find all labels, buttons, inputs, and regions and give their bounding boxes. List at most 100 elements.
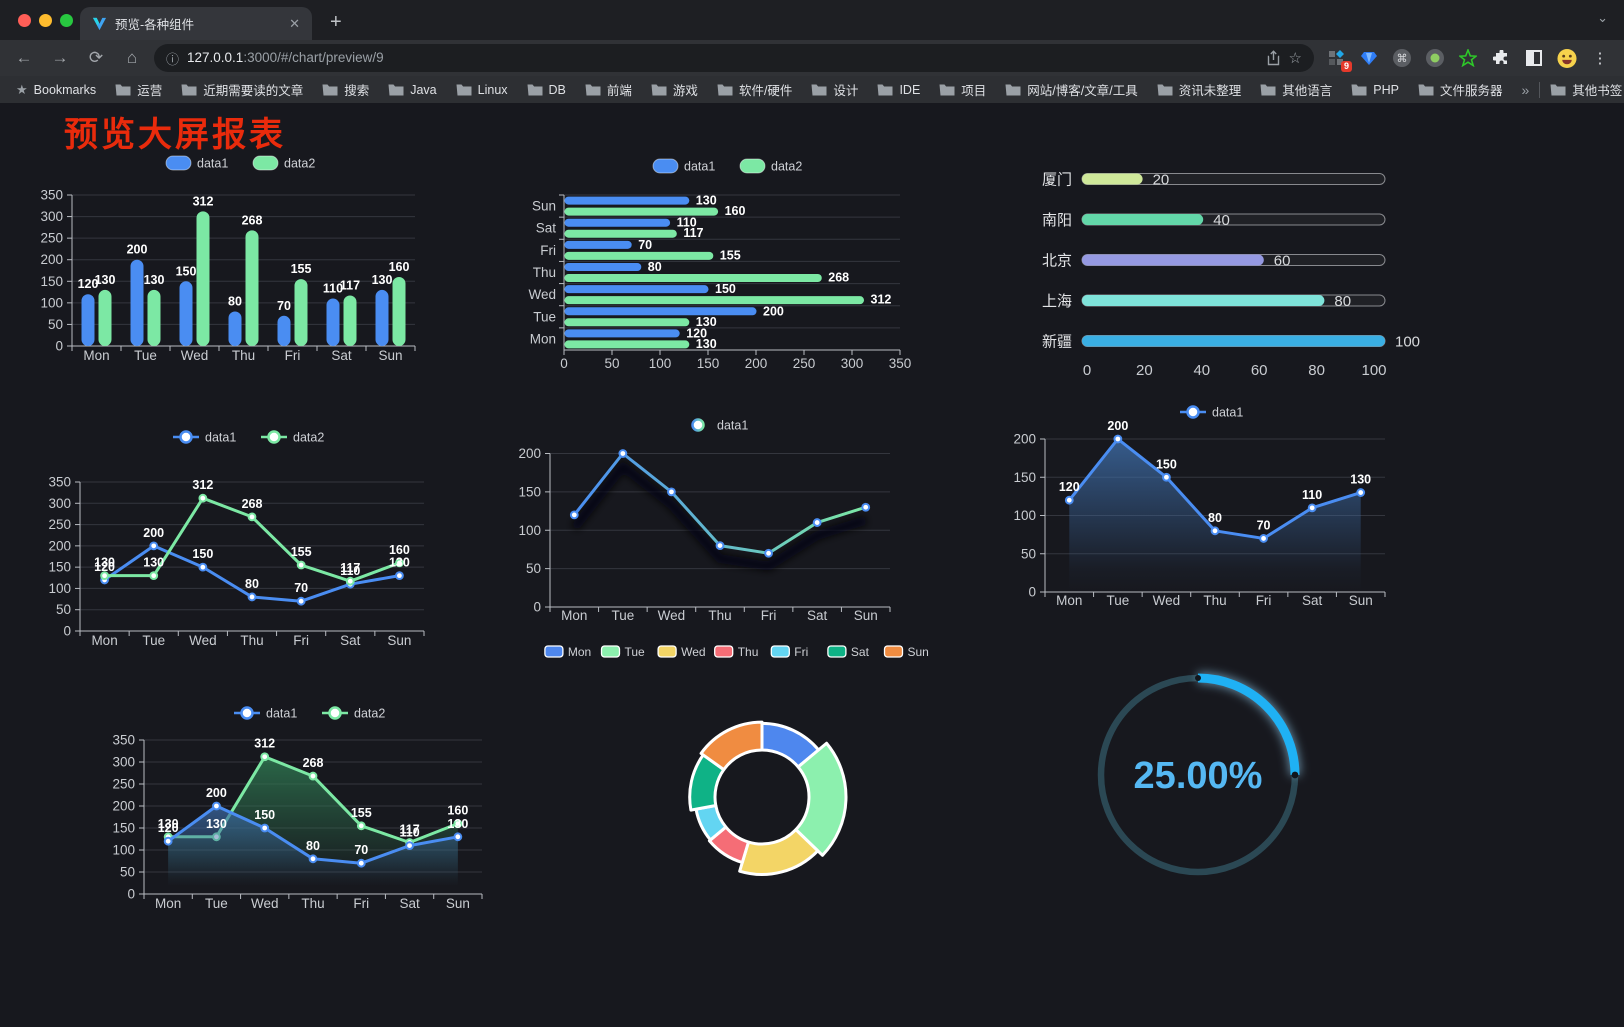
- svg-text:Fri: Fri: [794, 645, 808, 659]
- svg-text:350: 350: [112, 733, 135, 748]
- extension-darkmode-icon[interactable]: [1524, 48, 1544, 68]
- address-bar[interactable]: ⓘ 127.0.0.1:3000/#/chart/preview/9 ☆: [154, 44, 1314, 72]
- bookmark-item[interactable]: 其他语言: [1260, 80, 1332, 99]
- bookmarks-bar: ★ Bookmarks 运营 近期需要读的文章 搜索 Java Linux DB 前端 游戏 软…: [0, 76, 1624, 103]
- chart-progress-gauge[interactable]: 25.00%: [1097, 673, 1300, 876]
- bookmark-item[interactable]: 软件/硬件: [717, 80, 792, 99]
- tabstrip-chevron-icon[interactable]: ⌄: [1597, 10, 1608, 25]
- bookmark-label: 网站/博客/文章/工具: [1027, 84, 1138, 98]
- svg-text:data1: data1: [1212, 406, 1243, 420]
- bookmark-item[interactable]: Linux: [456, 83, 508, 97]
- bookmark-item[interactable]: 近期需要读的文章: [181, 80, 303, 99]
- bookmark-label: Java: [410, 82, 437, 97]
- new-tab-button[interactable]: +: [330, 11, 342, 33]
- back-button[interactable]: ←: [15, 48, 33, 67]
- bookmark-item[interactable]: 游戏: [651, 80, 698, 99]
- svg-text:上海: 上海: [1042, 293, 1072, 310]
- bookmark-item[interactable]: 项目: [939, 80, 986, 99]
- svg-text:70: 70: [638, 238, 652, 252]
- bookmark-item[interactable]: 网站/博客/文章/工具: [1005, 80, 1138, 99]
- browser-tab[interactable]: 预览-各种组件 ✕: [80, 7, 312, 40]
- extension-command-icon[interactable]: ⌘: [1392, 48, 1412, 68]
- zoom-window-button[interactable]: [60, 14, 73, 27]
- chart-dual-line[interactable]: 0 50 100 150 200 250 300 350 Mon Tue Wed Thu Fri Sat S…: [48, 430, 425, 649]
- bookmark-label: 软件/硬件: [738, 84, 793, 98]
- svg-text:117: 117: [340, 279, 360, 293]
- chart-gradient-line[interactable]: 0 50 100 150 200 Mon Tue Wed Thu Fri Sat Sun data1: [518, 418, 891, 624]
- reload-button[interactable]: ⟳: [88, 48, 104, 67]
- bookmarks-root[interactable]: ★ Bookmarks: [16, 82, 96, 98]
- svg-text:Fri: Fri: [540, 243, 556, 258]
- bookmarks-overflow-icon[interactable]: »: [1521, 81, 1530, 98]
- svg-text:70: 70: [354, 843, 368, 857]
- svg-text:0: 0: [560, 356, 568, 371]
- bookmark-item[interactable]: 搜索: [322, 80, 369, 99]
- svg-text:data1: data1: [717, 419, 748, 433]
- svg-text:Mon: Mon: [155, 896, 181, 911]
- bookmark-star-icon[interactable]: ☆: [1288, 50, 1302, 67]
- svg-text:Sat: Sat: [340, 633, 361, 648]
- bookmark-item[interactable]: 文件服务器: [1418, 80, 1502, 99]
- svg-text:200: 200: [48, 538, 71, 553]
- svg-text:200: 200: [518, 446, 541, 461]
- bookmark-label: IDE: [899, 82, 921, 97]
- svg-text:120: 120: [686, 326, 707, 340]
- folder-icon: [651, 83, 667, 96]
- svg-text:130: 130: [696, 194, 717, 208]
- bookmark-item[interactable]: IDE: [877, 83, 920, 97]
- svg-text:312: 312: [193, 194, 214, 208]
- svg-text:0: 0: [1083, 362, 1091, 379]
- svg-text:117: 117: [399, 823, 419, 837]
- svg-text:Tue: Tue: [1106, 593, 1129, 608]
- tab-close-icon[interactable]: ✕: [289, 15, 300, 31]
- other-bookmarks-folder[interactable]: 其他书签: [1550, 80, 1622, 99]
- bookmark-item[interactable]: PHP: [1351, 83, 1399, 97]
- extensions-puzzle-icon[interactable]: [1491, 48, 1511, 68]
- folder-icon: [717, 83, 733, 96]
- forward-button[interactable]: →: [51, 48, 69, 67]
- bookmark-item[interactable]: 设计: [811, 80, 858, 99]
- extension-grid-icon[interactable]: 9: [1326, 48, 1352, 72]
- svg-text:Sun: Sun: [532, 199, 556, 214]
- svg-text:100: 100: [48, 581, 71, 596]
- folder-icon: [115, 83, 131, 96]
- svg-text:120: 120: [94, 560, 115, 574]
- svg-text:80: 80: [1308, 362, 1325, 379]
- folder-icon: [456, 83, 472, 96]
- svg-text:厦门: 厦门: [1042, 172, 1072, 189]
- chart-area-line[interactable]: 0 50 100 150 200 Mon Tue Wed Thu Fri Sat Sun 120 200 1…: [1013, 405, 1386, 609]
- bookmark-item[interactable]: Java: [388, 82, 437, 97]
- chart-grouped-bar[interactable]: 0 50 100 150 200 250 300 350 Mon Tue Wed Thu Fri Sat S…: [40, 155, 416, 363]
- bookmark-label: 前端: [606, 84, 632, 98]
- svg-text:Sun: Sun: [446, 896, 470, 911]
- svg-text:350: 350: [48, 475, 71, 490]
- home-button[interactable]: ⌂: [126, 48, 138, 67]
- svg-text:data1: data1: [197, 157, 228, 171]
- svg-text:50: 50: [1021, 546, 1036, 561]
- close-window-button[interactable]: [18, 14, 31, 27]
- svg-text:50: 50: [526, 561, 541, 576]
- chart-rose-pie[interactable]: Mon Tue Wed Thu Fri Sat Sun: [544, 645, 929, 876]
- svg-text:70: 70: [1257, 518, 1271, 532]
- svg-text:200: 200: [1107, 419, 1128, 433]
- share-icon[interactable]: [1266, 50, 1281, 66]
- bookmark-item[interactable]: 资讯未整理: [1157, 80, 1241, 99]
- extension-star-icon[interactable]: [1458, 48, 1478, 68]
- chart-dual-area-line[interactable]: 0 50 100 150 200 250 300 350 Mon Tue Wed Thu Fri Sat S…: [112, 706, 483, 912]
- site-info-icon[interactable]: ⓘ: [166, 51, 180, 67]
- bookmark-item[interactable]: DB: [527, 83, 566, 97]
- extension-gem-icon[interactable]: [1359, 48, 1379, 68]
- chart-capsule-bar[interactable]: 厦门 20 南阳 40 北京 60 上海 80 新疆 100 0 20 40 60 80 100: [1042, 172, 1420, 380]
- svg-text:130: 130: [1350, 473, 1371, 487]
- bookmark-item[interactable]: 前端: [585, 80, 632, 99]
- svg-text:Sun: Sun: [854, 608, 878, 623]
- bookmark-item[interactable]: 运营: [115, 80, 162, 99]
- minimize-window-button[interactable]: [39, 14, 52, 27]
- browser-menu-button[interactable]: ⋮: [1592, 50, 1608, 67]
- extension-green-dot-icon[interactable]: [1425, 48, 1445, 68]
- folder-icon: [388, 83, 404, 96]
- folder-icon: [939, 83, 955, 96]
- profile-avatar[interactable]: [1557, 48, 1577, 68]
- folder-icon: [585, 83, 601, 96]
